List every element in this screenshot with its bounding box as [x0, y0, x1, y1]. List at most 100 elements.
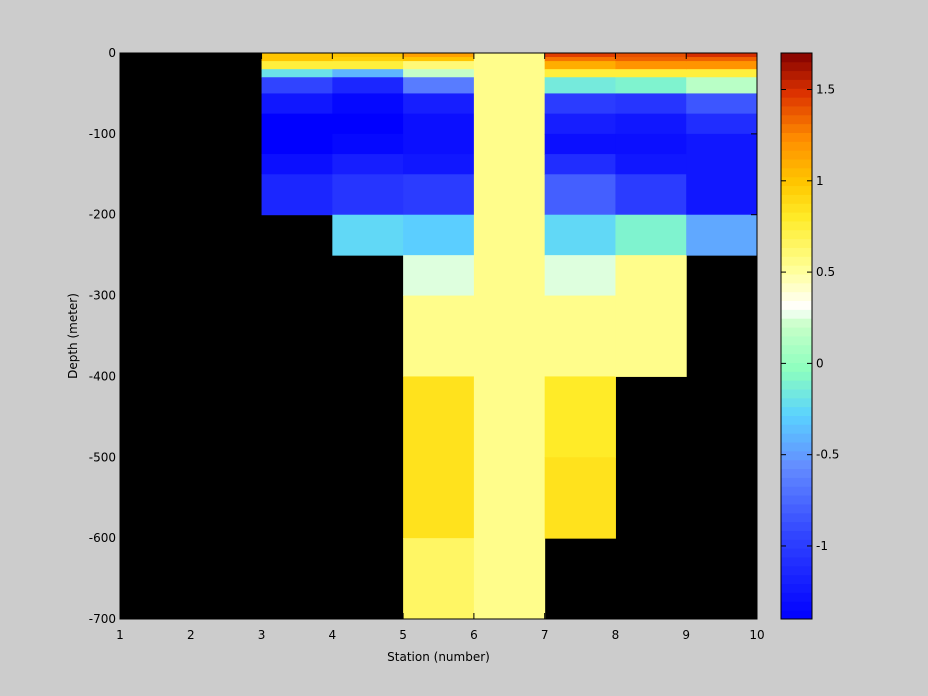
heatmap-cell	[544, 133, 616, 155]
heatmap-cell	[473, 53, 546, 620]
heatmap-cell	[544, 53, 616, 58]
heatmap-cell	[544, 376, 616, 458]
colorbar-band	[781, 565, 812, 576]
colorbar-band	[781, 274, 812, 284]
colorbar-band	[781, 212, 812, 222]
colorbar-band	[781, 592, 812, 602]
colorbar-band	[781, 61, 812, 72]
colorbar-band	[781, 114, 812, 125]
heatmap-cell	[615, 214, 687, 256]
y-tick-label: -700	[89, 612, 116, 626]
colorbar-band	[781, 353, 812, 363]
heatmap-cell	[686, 93, 758, 115]
heatmap-cell	[403, 61, 475, 70]
colorbar-band	[781, 194, 812, 204]
colorbar-band	[781, 583, 812, 593]
colorbar: 1.5 1 0.5 0 -0.5 -1	[780, 52, 839, 620]
heatmap-cell	[403, 53, 475, 58]
x-tick-label: 4	[329, 628, 337, 642]
heatmap-cell	[261, 61, 333, 70]
colorbar-band	[781, 521, 812, 531]
heatmap-cell	[615, 53, 687, 58]
heatmap-cell	[544, 255, 616, 297]
heatmap-cell	[261, 174, 333, 216]
heatmap-cell	[686, 53, 758, 58]
heatmap-cell	[615, 133, 687, 155]
heatmap-cell	[686, 77, 758, 94]
colorbar-band	[781, 380, 812, 390]
colorbar-band	[781, 70, 812, 80]
heatmap-cell	[403, 376, 475, 539]
y-tick-label: -200	[89, 208, 116, 222]
colorbar-tick-label: -0.5	[816, 448, 839, 462]
y-tick-label: 0	[108, 46, 116, 60]
colorbar-band	[781, 106, 812, 116]
colorbar-band	[781, 601, 812, 611]
colorbar-tick-label: 0	[816, 356, 824, 370]
colorbar-band	[781, 265, 812, 275]
y-tick-label: -100	[89, 127, 116, 141]
heatmap-cell	[403, 255, 475, 297]
colorbar-band	[781, 229, 812, 240]
colorbar-band	[781, 88, 812, 98]
heatmap-cell	[332, 61, 404, 70]
heatmap-cell	[544, 174, 616, 216]
heatmap-cell	[332, 77, 404, 94]
colorbar-band	[781, 495, 812, 505]
x-tick-label: 9	[682, 628, 690, 642]
heatmap-cell	[686, 57, 758, 62]
colorbar-band	[781, 53, 812, 63]
colorbar-band	[781, 282, 812, 293]
x-tick-label: 10	[749, 628, 764, 642]
heatmap-cell	[544, 113, 616, 135]
colorbar-band	[781, 486, 812, 496]
heatmap-cell	[544, 214, 616, 256]
colorbar-band	[781, 291, 812, 302]
heatmap-cell	[403, 93, 475, 115]
heatmap-cell	[615, 57, 687, 62]
colorbar-band	[781, 185, 812, 195]
x-tick-label: 6	[470, 628, 478, 642]
heatmap-cell	[403, 154, 475, 175]
colorbar-band	[781, 300, 812, 310]
colorbar-band	[781, 610, 812, 620]
heatmap-cell	[686, 113, 758, 135]
colorbar-band	[781, 548, 812, 558]
heatmap-cells	[261, 53, 758, 620]
colorbar-band	[781, 132, 812, 142]
y-axis-ticks: 0 -100 -200 -300 -400 -500 -600 -700	[89, 46, 757, 626]
plot-frame	[119, 52, 758, 620]
heatmap-cell	[403, 77, 475, 94]
colorbar-band	[781, 123, 812, 133]
heatmap-cell	[403, 57, 475, 62]
colorbar-band	[781, 79, 812, 89]
colorbar-band	[781, 406, 812, 416]
heatmap-cell	[615, 113, 687, 135]
heatmap-cell	[615, 174, 687, 216]
colorbar-tick-label: 1	[816, 174, 824, 188]
heatmap-cell	[544, 295, 616, 377]
colorbar-band	[781, 167, 812, 178]
heatmap-cell	[261, 69, 333, 78]
colorbar-band	[781, 344, 812, 355]
heatmap-cell	[615, 93, 687, 115]
y-tick-label: -600	[89, 531, 116, 545]
heatmap-cell	[615, 61, 687, 70]
heatmap-cell	[261, 57, 333, 62]
x-axis-ticks: 1 2 3 4 5 6 7 8 9 10	[116, 53, 765, 642]
colorbar-band	[781, 327, 812, 337]
heatmap-cell	[261, 93, 333, 115]
colorbar-band	[781, 256, 812, 266]
colorbar-band	[781, 159, 812, 169]
heatmap-cell	[544, 61, 616, 70]
colorbar-tick-label: -1	[816, 539, 828, 553]
heatmap-cell	[403, 174, 475, 216]
heatmap-cell	[615, 69, 687, 78]
colorbar-frame	[780, 52, 813, 620]
heatmap-cell	[332, 214, 404, 256]
heatmap-cell	[332, 133, 404, 155]
y-tick-label: -400	[89, 369, 116, 383]
heatmap-cell	[544, 69, 616, 78]
colorbar-band	[781, 477, 812, 487]
